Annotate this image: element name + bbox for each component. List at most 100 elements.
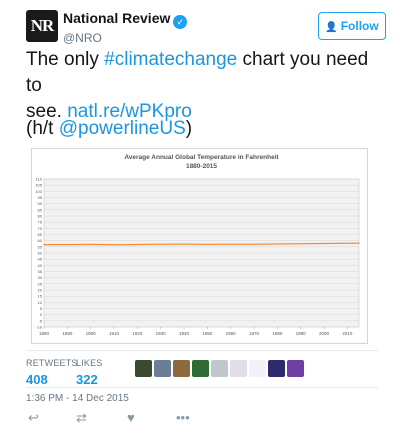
x-tick-label: 1900	[86, 331, 97, 336]
y-tick-label: 110	[36, 177, 43, 182]
avatar[interactable]: NR	[26, 10, 58, 42]
reply-icon[interactable]: ↩	[28, 410, 39, 425]
y-tick-label: 65	[38, 232, 43, 237]
liker-avatar[interactable]	[230, 360, 247, 377]
liker-avatar[interactable]	[211, 360, 228, 377]
y-tick-label: -5	[38, 318, 42, 323]
y-tick-label: 20	[38, 288, 43, 293]
temperature-point	[160, 243, 162, 245]
y-tick-label: 70	[38, 226, 43, 231]
y-tick-label: 10	[38, 300, 43, 305]
x-tick-label: 1960	[226, 331, 237, 336]
x-tick-label: 1920	[132, 331, 143, 336]
x-tick-label: 1970	[249, 331, 260, 336]
y-tick-label: 95	[38, 195, 43, 200]
y-tick-label: 80	[38, 214, 43, 219]
x-tick-label: 1910	[109, 331, 120, 336]
likes-label: LIKES	[76, 358, 103, 368]
hat-tip-pre: (h/t	[26, 118, 59, 139]
heart-icon[interactable]: ♥	[127, 410, 135, 425]
liker-avatar[interactable]	[154, 360, 171, 377]
temperature-point	[90, 243, 92, 245]
y-tick-label: 35	[38, 269, 43, 274]
divider	[26, 387, 378, 388]
retweets-count: 408	[26, 372, 48, 387]
liker-avatar[interactable]	[192, 360, 209, 377]
y-tick-label: 90	[38, 201, 43, 206]
x-tick-label: 1950	[202, 331, 213, 336]
hashtag-link[interactable]: #climatechange	[104, 49, 238, 70]
hat-tip: (h/t @powerlineUS)	[26, 118, 192, 140]
retweets-stat[interactable]: RETWEETS 408	[26, 358, 78, 387]
author-block: National Review ✓ @NRO	[63, 10, 188, 45]
y-tick-label: 15	[38, 294, 43, 299]
y-tick-label: 55	[38, 244, 43, 249]
x-tick-label: 1980	[272, 331, 283, 336]
temperature-point	[136, 243, 138, 246]
temperature-point	[230, 243, 232, 245]
likes-stat[interactable]: LIKES 322	[76, 358, 103, 387]
tweet-text-part: see.	[26, 101, 68, 122]
y-tick-label: 0	[40, 312, 43, 317]
x-tick-label: 2000	[319, 331, 330, 336]
retweets-label: RETWEETS	[26, 358, 78, 368]
handle[interactable]: @NRO	[63, 31, 102, 45]
y-tick-label: 40	[38, 263, 43, 268]
y-tick-label: 75	[38, 220, 43, 225]
y-tick-label: 30	[38, 275, 43, 280]
liker-avatar[interactable]	[249, 360, 266, 377]
temperature-point	[300, 243, 302, 245]
liker-avatar[interactable]	[268, 360, 285, 377]
tweet-header: NR National Review ✓ @NRO 👤 Follow	[26, 10, 386, 46]
temperature-point	[183, 243, 185, 245]
temperature-point	[43, 244, 45, 246]
y-tick-label: 60	[38, 238, 43, 243]
tweet-text-part: The only	[26, 49, 105, 70]
likes-count: 322	[76, 372, 98, 387]
divider	[26, 350, 378, 351]
tweet-text-part: chart you need to	[26, 49, 369, 96]
x-tick-label: 2010	[342, 331, 353, 336]
y-tick-label: 85	[38, 207, 43, 212]
display-name[interactable]: National Review	[63, 10, 171, 26]
mention-link[interactable]: @powerlineUS	[58, 118, 186, 139]
temperature-point	[253, 243, 255, 245]
y-tick-label: 45	[38, 257, 43, 262]
temperature-point	[323, 242, 325, 245]
url-link[interactable]: natl.re/wPKpro	[67, 101, 192, 122]
x-tick-label: 1940	[179, 331, 190, 336]
retweet-icon[interactable]: ⇄	[76, 410, 87, 425]
verified-badge-icon: ✓	[173, 15, 188, 29]
liker-avatar[interactable]	[287, 360, 304, 377]
follow-button[interactable]: 👤 Follow	[318, 12, 386, 40]
y-tick-label: -10	[36, 325, 43, 330]
liker-avatar[interactable]	[173, 360, 190, 377]
tweet-actions: ↩ ⇄ ♥ •••	[26, 410, 226, 430]
temperature-point	[206, 243, 208, 245]
more-icon[interactable]: •••	[176, 410, 190, 425]
chart-title: Average Annual Global Temperature in Fah…	[124, 154, 279, 161]
y-tick-label: 50	[38, 251, 43, 256]
temperature-point	[276, 243, 278, 245]
temperature-point	[358, 242, 360, 244]
chart-subtitle: 1880-2015	[186, 163, 217, 170]
x-tick-label: 1990	[296, 331, 307, 336]
y-tick-label: 100	[35, 189, 42, 194]
y-tick-label: 25	[38, 281, 43, 286]
follow-label: Follow	[340, 19, 379, 33]
x-tick-label: 1890	[62, 331, 73, 336]
liker-avatar[interactable]	[135, 360, 152, 377]
temperature-point	[113, 244, 115, 246]
x-tick-label: 1930	[156, 331, 167, 336]
hat-tip-post: )	[185, 118, 193, 139]
chart-image[interactable]: Average Annual Global Temperature in Fah…	[31, 148, 368, 344]
x-tick-label: 1880	[39, 331, 50, 336]
temperature-chart: Average Annual Global Temperature in Fah…	[35, 154, 360, 336]
add-user-icon: 👤	[325, 22, 338, 33]
y-tick-label: 5	[40, 306, 43, 311]
tweet-text: The only #climatechange chart you need t…	[26, 47, 378, 125]
timestamp[interactable]: 1:36 PM - 14 Dec 2015	[26, 393, 129, 404]
temperature-point	[346, 242, 348, 244]
y-tick-label: 105	[35, 183, 42, 188]
temperature-point	[66, 244, 68, 246]
